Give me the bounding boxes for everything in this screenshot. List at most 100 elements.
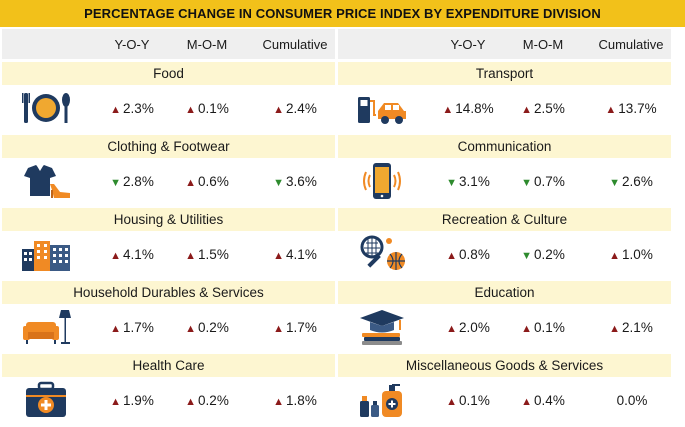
up-arrow-icon: ▲ [442,104,454,116]
value-mom: ▲ 2.5% [521,101,565,116]
category-household-durables: Household Durables & Services ▲ 1.7% ▲ 0.2… [2,278,335,351]
value-cumulative: 0.0% [616,393,648,408]
value-cumulative: ▲ 1.8% [273,393,317,408]
right-column: Y-O-Y M-O-M Cumulative Transport ▲ 14.8% … [338,29,671,424]
up-arrow-icon: ▲ [110,104,122,116]
value-cumulative: ▲ 13.7% [605,101,657,116]
up-arrow-icon: ▲ [185,104,197,116]
category-title: Education [338,281,671,304]
shirt-shoe-icon [20,162,72,200]
category-title: Transport [338,62,671,85]
up-arrow-icon: ▲ [273,396,285,408]
category-health-care: Health Care ▲ 1.9% ▲ 0.2% ▲ 1.8% [2,351,335,424]
value-cumulative: ▲ 2.4% [273,101,317,116]
page-title: PERCENTAGE CHANGE IN CONSUMER PRICE INDE… [0,0,685,27]
header-mom: M-O-M [186,37,228,52]
category-title: Communication [338,135,671,158]
value-cumulative: ▼ 3.6% [273,174,317,189]
up-arrow-icon: ▲ [521,396,533,408]
up-arrow-icon: ▲ [521,323,533,335]
value-mom: ▲ 0.2% [185,320,229,335]
up-arrow-icon: ▲ [110,323,122,335]
value-yoy: ▲ 0.8% [446,247,490,262]
category-miscellaneous: Miscellaneous Goods & Services ▲ 0.1% ▲ 0.… [338,351,671,424]
personal-care-products-icon [356,381,408,419]
header-yoy: Y-O-Y [450,37,486,52]
value-mom: ▼ 0.2% [521,247,565,262]
down-arrow-icon: ▼ [110,177,122,189]
up-arrow-icon: ▲ [609,323,621,335]
category-transport: Transport ▲ 14.8% ▲ 2.5% ▲ 13.7% [338,59,671,132]
category-food: Food ▲ 2.3% ▲ 0.1% ▲ 2.4% [2,59,335,132]
value-mom: ▲ 0.4% [521,393,565,408]
up-arrow-icon: ▲ [446,323,458,335]
up-arrow-icon: ▲ [185,250,197,262]
category-title: Recreation & Culture [338,208,671,231]
category-education: Education ▲ 2.0% ▲ 0.1% ▲ 2.1% [338,278,671,351]
fuel-pump-car-icon [356,89,408,127]
header-mom: M-O-M [522,37,564,52]
value-mom: ▲ 1.5% [185,247,229,262]
category-communication: Communication ▼ 3.1% ▼ 0.7% ▼ 2.6% [338,132,671,205]
value-mom: ▲ 0.2% [185,393,229,408]
category-title: Health Care [2,354,335,377]
smartphone-icon [356,162,408,200]
category-recreation-culture: Recreation & Culture ▲ 0.8% ▼ 0.2% ▲ 1.0% [338,205,671,278]
down-arrow-icon: ▼ [609,177,621,189]
sofa-lamp-icon [20,308,72,346]
column-headers-right: Y-O-Y M-O-M Cumulative [338,29,671,59]
up-arrow-icon: ▲ [273,104,285,116]
racket-ball-icon [356,235,408,273]
category-title: Housing & Utilities [2,208,335,231]
down-arrow-icon: ▼ [273,177,285,189]
down-arrow-icon: ▼ [446,177,458,189]
value-yoy: ▼ 2.8% [110,174,154,189]
up-arrow-icon: ▲ [110,250,122,262]
up-arrow-icon: ▲ [521,104,533,116]
up-arrow-icon: ▲ [273,250,285,262]
value-cumulative: ▲ 1.7% [273,320,317,335]
graduation-cap-books-icon [356,308,408,346]
category-title: Miscellaneous Goods & Services [338,354,671,377]
up-arrow-icon: ▲ [446,396,458,408]
up-arrow-icon: ▲ [185,177,197,189]
value-yoy: ▼ 3.1% [446,174,490,189]
value-yoy: ▲ 1.9% [110,393,154,408]
buildings-icon [20,235,72,273]
value-yoy: ▲ 4.1% [110,247,154,262]
value-cumulative: ▲ 4.1% [273,247,317,262]
up-arrow-icon: ▲ [609,250,621,262]
value-yoy: ▲ 14.8% [442,101,494,116]
up-arrow-icon: ▲ [273,323,285,335]
column-headers-left: Y-O-Y M-O-M Cumulative [2,29,335,59]
up-arrow-icon: ▲ [605,104,617,116]
up-arrow-icon: ▲ [446,250,458,262]
header-cumulative: Cumulative [598,37,664,52]
first-aid-kit-icon [20,381,72,419]
header-yoy: Y-O-Y [114,37,150,52]
value-yoy: ▲ 2.0% [446,320,490,335]
value-mom: ▲ 0.1% [521,320,565,335]
up-arrow-icon: ▲ [185,323,197,335]
value-mom: ▲ 0.6% [185,174,229,189]
category-clothing-footwear: Clothing & Footwear ▼ 2.8% ▲ 0.6% ▼ 3.6% [2,132,335,205]
category-title: Clothing & Footwear [2,135,335,158]
value-cumulative: ▲ 2.1% [609,320,653,335]
category-title: Household Durables & Services [2,281,335,304]
up-arrow-icon: ▲ [110,396,122,408]
value-cumulative: ▲ 1.0% [609,247,653,262]
down-arrow-icon: ▼ [521,177,533,189]
category-housing-utilities: Housing & Utilities ▲ 4.1% ▲ 1.5% [2,205,335,278]
value-yoy: ▲ 2.3% [110,101,154,116]
value-mom: ▼ 0.7% [521,174,565,189]
up-arrow-icon: ▲ [185,396,197,408]
value-mom: ▲ 0.1% [185,101,229,116]
value-cumulative: ▼ 2.6% [609,174,653,189]
plate-fork-spoon-icon [20,89,72,127]
value-yoy: ▲ 0.1% [446,393,490,408]
down-arrow-icon: ▼ [521,250,533,262]
left-column: Y-O-Y M-O-M Cumulative Food ▲ 2.3% ▲ 0.1% … [2,29,335,424]
header-cumulative: Cumulative [262,37,328,52]
category-title: Food [2,62,335,85]
value-yoy: ▲ 1.7% [110,320,154,335]
